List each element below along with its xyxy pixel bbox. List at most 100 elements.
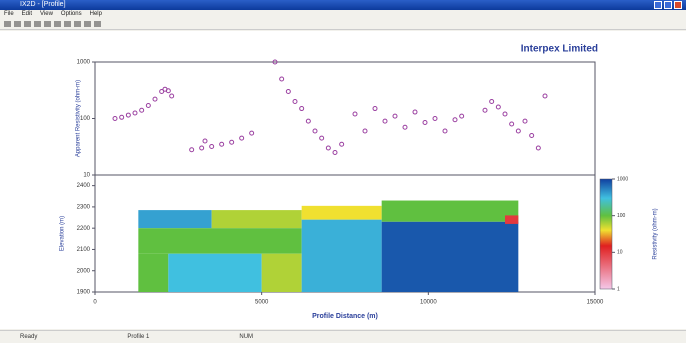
data-point	[202, 138, 208, 144]
data-point	[489, 98, 495, 104]
tool-button[interactable]	[64, 21, 71, 27]
data-point	[535, 145, 541, 151]
data-point	[482, 107, 488, 113]
status-text: NUM	[239, 334, 254, 340]
tool-button[interactable]	[44, 21, 51, 27]
data-point	[362, 128, 368, 134]
tool-button[interactable]	[24, 21, 31, 27]
y-axis-label: Elevation (m)	[60, 216, 66, 251]
colorbar-tick-label: 1000	[617, 176, 628, 182]
data-point	[132, 110, 138, 116]
status-bar: Ready Profile 1 NUM	[0, 330, 686, 343]
model-block	[211, 210, 302, 229]
toolbar	[0, 19, 686, 30]
data-point	[382, 118, 388, 124]
x-tick-label: 15000	[587, 300, 604, 306]
data-point	[372, 106, 378, 112]
y-tick-label: 2300	[77, 204, 91, 210]
tool-button[interactable]	[84, 21, 91, 27]
data-point	[502, 111, 508, 117]
data-point	[312, 128, 318, 134]
data-point	[495, 104, 501, 110]
window-title: IX2D - [Profile]	[20, 1, 66, 8]
y-tick-label: 2000	[77, 268, 91, 274]
data-point	[412, 109, 418, 115]
data-point	[299, 106, 305, 112]
data-point	[239, 135, 245, 141]
x-axis-label: Profile Distance (m)	[312, 313, 378, 320]
menu-item[interactable]: Edit	[21, 11, 33, 17]
minimize-button[interactable]	[654, 1, 662, 9]
plot-area: Interpex Limited 10 100 1000 Apparent Resist…	[0, 31, 686, 329]
model-block	[301, 219, 382, 292]
data-point	[152, 96, 158, 102]
x-tick-label: 5000	[255, 300, 269, 306]
maximize-button[interactable]	[664, 1, 672, 9]
data-point	[515, 128, 521, 134]
tool-button[interactable]	[34, 21, 41, 27]
data-point	[325, 145, 331, 151]
tool-button[interactable]	[4, 21, 11, 27]
panel-frame	[94, 61, 596, 176]
model-block	[261, 253, 302, 292]
data-point	[442, 128, 448, 134]
menu-item[interactable]: View	[40, 11, 53, 17]
model-block	[138, 253, 169, 292]
data-point	[112, 116, 118, 121]
tool-button[interactable]	[14, 21, 21, 27]
data-point	[139, 107, 145, 113]
model-block	[168, 253, 262, 292]
model-block	[138, 210, 212, 229]
data-point	[459, 113, 465, 119]
data-point	[229, 139, 235, 145]
colorbar	[599, 178, 613, 290]
data-point	[352, 111, 358, 117]
data-point	[145, 102, 151, 108]
data-point	[305, 118, 311, 124]
data-point	[522, 118, 528, 124]
model-block	[381, 200, 519, 222]
data-point	[209, 143, 215, 149]
close-button[interactable]	[674, 1, 682, 9]
data-point	[165, 88, 171, 94]
data-point	[279, 76, 285, 82]
y-tick-label: 1000	[77, 60, 91, 66]
colorbar-tick-label: 10	[617, 250, 623, 256]
y-axis-label: Apparent Resistivity (ohm-m)	[76, 80, 82, 157]
menu-item[interactable]: Options	[60, 11, 82, 17]
model-block	[381, 221, 519, 292]
data-point	[125, 112, 131, 118]
data-point	[422, 119, 428, 125]
data-point	[292, 98, 298, 104]
colorbar-tick-label: 100	[617, 213, 626, 219]
data-point	[339, 141, 345, 147]
data-point	[169, 93, 175, 99]
data-point	[285, 89, 291, 95]
colorbar-tick-label: 1	[617, 286, 620, 292]
x-tick-label: 10000	[420, 300, 437, 306]
tool-button[interactable]	[54, 21, 61, 27]
y-tick-label: 2400	[77, 183, 91, 189]
menu-item[interactable]: File	[4, 11, 14, 17]
y-tick-label: 1900	[77, 290, 91, 296]
model-block	[505, 215, 519, 224]
data-point	[402, 124, 408, 130]
data-point	[272, 59, 278, 65]
menu-item[interactable]: Help	[89, 11, 102, 17]
data-point	[199, 145, 205, 151]
tool-button[interactable]	[94, 21, 101, 27]
y-tick-label: 2200	[77, 226, 91, 232]
y-tick-label: 10	[83, 173, 90, 179]
model-block	[301, 205, 382, 220]
status-text: Profile 1	[127, 334, 150, 340]
window-buttons	[654, 1, 682, 9]
data-point	[189, 147, 195, 153]
status-text: Ready	[20, 334, 38, 340]
colorbar-label: Resistivity (ohm-m)	[653, 208, 659, 259]
tool-button[interactable]	[74, 21, 81, 27]
x-tick-label: 0	[93, 300, 97, 306]
data-point	[542, 93, 548, 99]
data-point	[159, 89, 165, 95]
